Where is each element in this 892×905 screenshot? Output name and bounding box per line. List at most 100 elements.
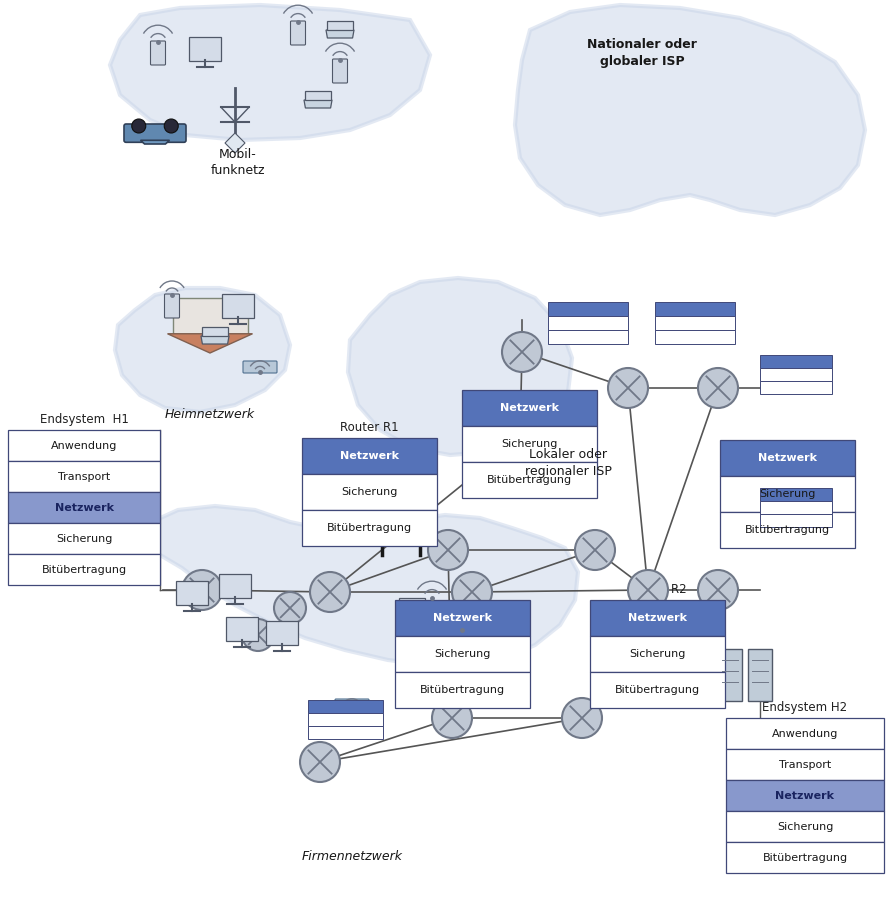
FancyBboxPatch shape (395, 636, 530, 672)
Text: Netzwerk: Netzwerk (340, 451, 399, 461)
Text: Netzwerk: Netzwerk (54, 502, 113, 512)
Circle shape (575, 530, 615, 570)
Circle shape (698, 368, 738, 408)
FancyBboxPatch shape (8, 492, 160, 523)
FancyBboxPatch shape (243, 361, 277, 373)
Text: Mobil-
funknetz: Mobil- funknetz (211, 148, 265, 177)
FancyBboxPatch shape (302, 510, 437, 546)
Circle shape (164, 119, 178, 133)
FancyBboxPatch shape (720, 512, 855, 548)
FancyBboxPatch shape (760, 501, 832, 514)
Text: Netzwerk: Netzwerk (433, 613, 492, 623)
Polygon shape (348, 278, 572, 455)
FancyBboxPatch shape (226, 617, 258, 641)
FancyBboxPatch shape (308, 726, 383, 739)
FancyBboxPatch shape (590, 636, 725, 672)
Text: Endsystem  H1: Endsystem H1 (39, 413, 128, 426)
Circle shape (242, 619, 274, 651)
Text: Sicherung: Sicherung (434, 649, 491, 659)
Text: Router R2: Router R2 (628, 583, 687, 596)
Text: Heimnetzwerk: Heimnetzwerk (165, 408, 255, 421)
FancyBboxPatch shape (327, 22, 353, 31)
Circle shape (132, 119, 145, 133)
Polygon shape (515, 5, 865, 215)
FancyBboxPatch shape (8, 554, 160, 585)
FancyBboxPatch shape (308, 713, 383, 726)
Polygon shape (225, 133, 245, 153)
Circle shape (562, 698, 602, 738)
Circle shape (698, 570, 738, 610)
FancyBboxPatch shape (548, 330, 628, 344)
FancyBboxPatch shape (548, 302, 628, 316)
Text: Bitübertragung: Bitübertragung (763, 853, 847, 862)
Text: Sicherung: Sicherung (501, 439, 558, 449)
FancyBboxPatch shape (172, 298, 247, 334)
FancyBboxPatch shape (748, 649, 772, 701)
Polygon shape (110, 5, 430, 140)
FancyBboxPatch shape (462, 390, 597, 426)
Text: Anwendung: Anwendung (772, 729, 838, 738)
FancyBboxPatch shape (720, 476, 855, 512)
FancyBboxPatch shape (760, 381, 832, 394)
Text: Bitübertragung: Bitübertragung (615, 685, 700, 695)
Circle shape (300, 742, 340, 782)
Polygon shape (201, 336, 229, 344)
Text: Sicherung: Sicherung (777, 822, 833, 832)
FancyBboxPatch shape (548, 316, 628, 330)
FancyBboxPatch shape (760, 514, 832, 527)
Circle shape (428, 530, 468, 570)
Text: Sicherung: Sicherung (56, 534, 112, 544)
Polygon shape (438, 636, 466, 644)
Polygon shape (326, 30, 354, 38)
Polygon shape (120, 506, 578, 665)
FancyBboxPatch shape (590, 672, 725, 708)
Text: Netzwerk: Netzwerk (500, 403, 559, 413)
Polygon shape (168, 334, 252, 353)
FancyBboxPatch shape (308, 700, 383, 713)
Circle shape (274, 592, 306, 624)
Text: Nationaler oder
globaler ISP: Nationaler oder globaler ISP (587, 38, 697, 68)
FancyBboxPatch shape (222, 294, 254, 318)
Circle shape (628, 570, 668, 610)
FancyBboxPatch shape (726, 842, 884, 873)
Text: Firmennetzwerk: Firmennetzwerk (301, 850, 402, 863)
Text: Sicherung: Sicherung (342, 487, 398, 497)
Text: Sicherung: Sicherung (630, 649, 686, 659)
Circle shape (432, 698, 472, 738)
FancyBboxPatch shape (151, 41, 166, 65)
FancyBboxPatch shape (439, 627, 465, 636)
Circle shape (182, 570, 222, 610)
Text: Bitübertragung: Bitübertragung (420, 685, 505, 695)
Polygon shape (115, 288, 290, 412)
Text: Bitübertragung: Bitübertragung (327, 523, 412, 533)
FancyBboxPatch shape (8, 461, 160, 492)
Polygon shape (141, 140, 169, 144)
FancyBboxPatch shape (726, 718, 884, 749)
FancyBboxPatch shape (726, 749, 884, 780)
FancyBboxPatch shape (718, 649, 742, 701)
FancyBboxPatch shape (266, 621, 298, 645)
FancyBboxPatch shape (395, 600, 530, 636)
FancyBboxPatch shape (219, 574, 251, 598)
FancyBboxPatch shape (164, 294, 179, 318)
FancyBboxPatch shape (720, 440, 855, 476)
FancyBboxPatch shape (302, 438, 437, 474)
FancyBboxPatch shape (305, 91, 331, 100)
Text: Anwendung: Anwendung (51, 441, 117, 451)
Text: Netzwerk: Netzwerk (775, 790, 835, 801)
Circle shape (608, 368, 648, 408)
Text: Netzwerk: Netzwerk (628, 613, 687, 623)
Text: Transport: Transport (58, 472, 110, 481)
FancyBboxPatch shape (655, 316, 735, 330)
Text: Lokaler oder
regionaler ISP: Lokaler oder regionaler ISP (524, 448, 611, 478)
Circle shape (502, 332, 542, 372)
FancyBboxPatch shape (189, 37, 221, 61)
Circle shape (310, 572, 350, 612)
FancyBboxPatch shape (590, 600, 725, 636)
Circle shape (452, 572, 492, 612)
FancyBboxPatch shape (8, 430, 160, 461)
FancyBboxPatch shape (202, 328, 227, 337)
FancyBboxPatch shape (760, 355, 832, 368)
FancyBboxPatch shape (760, 488, 832, 501)
FancyBboxPatch shape (176, 581, 208, 605)
